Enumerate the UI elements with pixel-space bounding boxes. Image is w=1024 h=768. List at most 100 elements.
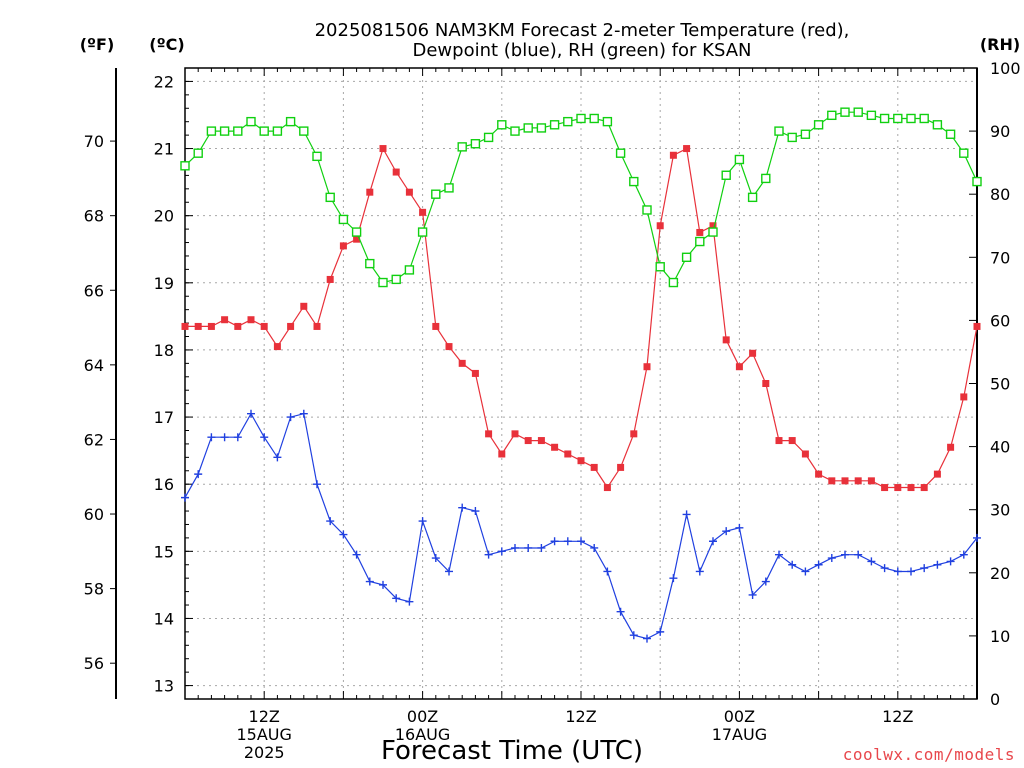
data-point: [973, 322, 981, 330]
data-point: [497, 547, 506, 556]
data-point: [840, 107, 850, 117]
data-point: [867, 477, 875, 485]
data-point: [379, 580, 387, 589]
data-point: [748, 590, 757, 599]
data-point: [709, 537, 717, 546]
x-tick-label: 17AUG: [712, 725, 767, 744]
data-point: [470, 139, 481, 149]
data-point: [827, 554, 836, 563]
data-point: [458, 503, 467, 512]
fahrenheit-tick-label: 56: [84, 654, 104, 673]
series-line: [184, 111, 978, 284]
x-tick-label: 15AUG: [236, 725, 291, 744]
rh-tick-label: 60: [990, 311, 1010, 330]
data-point: [959, 148, 969, 158]
credit-text: coolwx.com/models: [843, 745, 1015, 764]
data-point: [458, 359, 466, 367]
rh-tick-label: 80: [990, 185, 1010, 204]
series-line: [185, 147, 978, 489]
celsius-tick-label: 13: [154, 677, 174, 696]
x-tick-label: 12Z: [882, 707, 913, 726]
data-point: [893, 113, 903, 124]
rh-tick-label: 20: [990, 564, 1010, 583]
celsius-tick-label: 20: [154, 207, 174, 226]
data-point: [801, 450, 809, 458]
data-point: [351, 227, 362, 237]
data-point: [272, 126, 283, 136]
data-point: [602, 116, 613, 127]
data-point: [445, 567, 453, 576]
rh-tick-label: 30: [990, 501, 1010, 520]
data-point: [497, 120, 507, 130]
data-point: [471, 369, 479, 377]
data-point: [365, 258, 375, 269]
rh-tick-label: 40: [990, 438, 1010, 457]
data-point: [445, 343, 453, 351]
data-point: [365, 577, 374, 586]
data-point: [643, 634, 651, 643]
data-point: [219, 126, 230, 136]
data-point: [511, 543, 519, 552]
data-point: [881, 484, 889, 492]
data-point: [749, 349, 757, 357]
data-point: [353, 235, 361, 243]
rh-unit-label: (RH): [980, 35, 1020, 54]
data-point: [233, 433, 242, 442]
data-point: [313, 480, 321, 489]
data-point: [656, 627, 665, 636]
data-point: [828, 477, 836, 485]
data-point: [787, 132, 797, 143]
data-point: [656, 222, 664, 230]
x-tick-label: 2025: [244, 743, 285, 762]
celsius-tick-label: 22: [154, 72, 174, 91]
data-point: [392, 594, 401, 603]
data-point: [405, 188, 413, 196]
chart-subtitle: Dewpoint (blue), RH (green) for KSAN: [412, 40, 751, 61]
x-axis-title: Forecast Time (UTC): [381, 736, 643, 766]
data-point: [590, 543, 599, 552]
data-point: [615, 148, 626, 158]
data-point: [668, 277, 679, 288]
fahrenheit-tick-label: 66: [84, 281, 104, 300]
series-layer: [180, 107, 982, 643]
data-point: [339, 242, 347, 250]
series-dewpoint: [181, 409, 981, 643]
data-point: [907, 567, 915, 576]
fahrenheit-tick-label: 58: [84, 580, 104, 599]
data-point: [775, 437, 783, 445]
series-2-meter-temperature: [181, 145, 981, 492]
data-point: [747, 192, 758, 203]
data-point: [617, 463, 625, 471]
data-point: [260, 322, 268, 330]
fahrenheit-unit-label: (ºF): [80, 35, 115, 54]
x-tick-label: 16AUG: [395, 725, 450, 744]
data-point: [498, 450, 506, 458]
data-point: [352, 550, 361, 559]
data-point: [247, 316, 255, 324]
data-point: [630, 430, 638, 438]
data-point: [391, 274, 401, 285]
data-point: [299, 409, 308, 418]
data-point: [919, 113, 929, 124]
data-point: [338, 214, 349, 225]
celsius-tick-label: 14: [154, 609, 174, 628]
data-point: [774, 126, 784, 136]
data-point: [907, 484, 915, 492]
data-point: [510, 126, 520, 136]
data-point: [735, 363, 743, 371]
data-point: [590, 463, 598, 471]
data-point: [682, 510, 691, 519]
data-point: [722, 527, 731, 536]
data-point: [404, 265, 415, 275]
data-point: [379, 145, 387, 153]
x-tick-label: 12Z: [249, 707, 280, 726]
data-point: [536, 123, 547, 133]
grid: [185, 68, 977, 699]
celsius-tick-label: 18: [154, 341, 174, 360]
data-point: [920, 484, 928, 492]
data-point: [973, 533, 981, 542]
data-point: [681, 252, 692, 263]
data-point: [206, 126, 217, 136]
data-point: [564, 450, 572, 458]
